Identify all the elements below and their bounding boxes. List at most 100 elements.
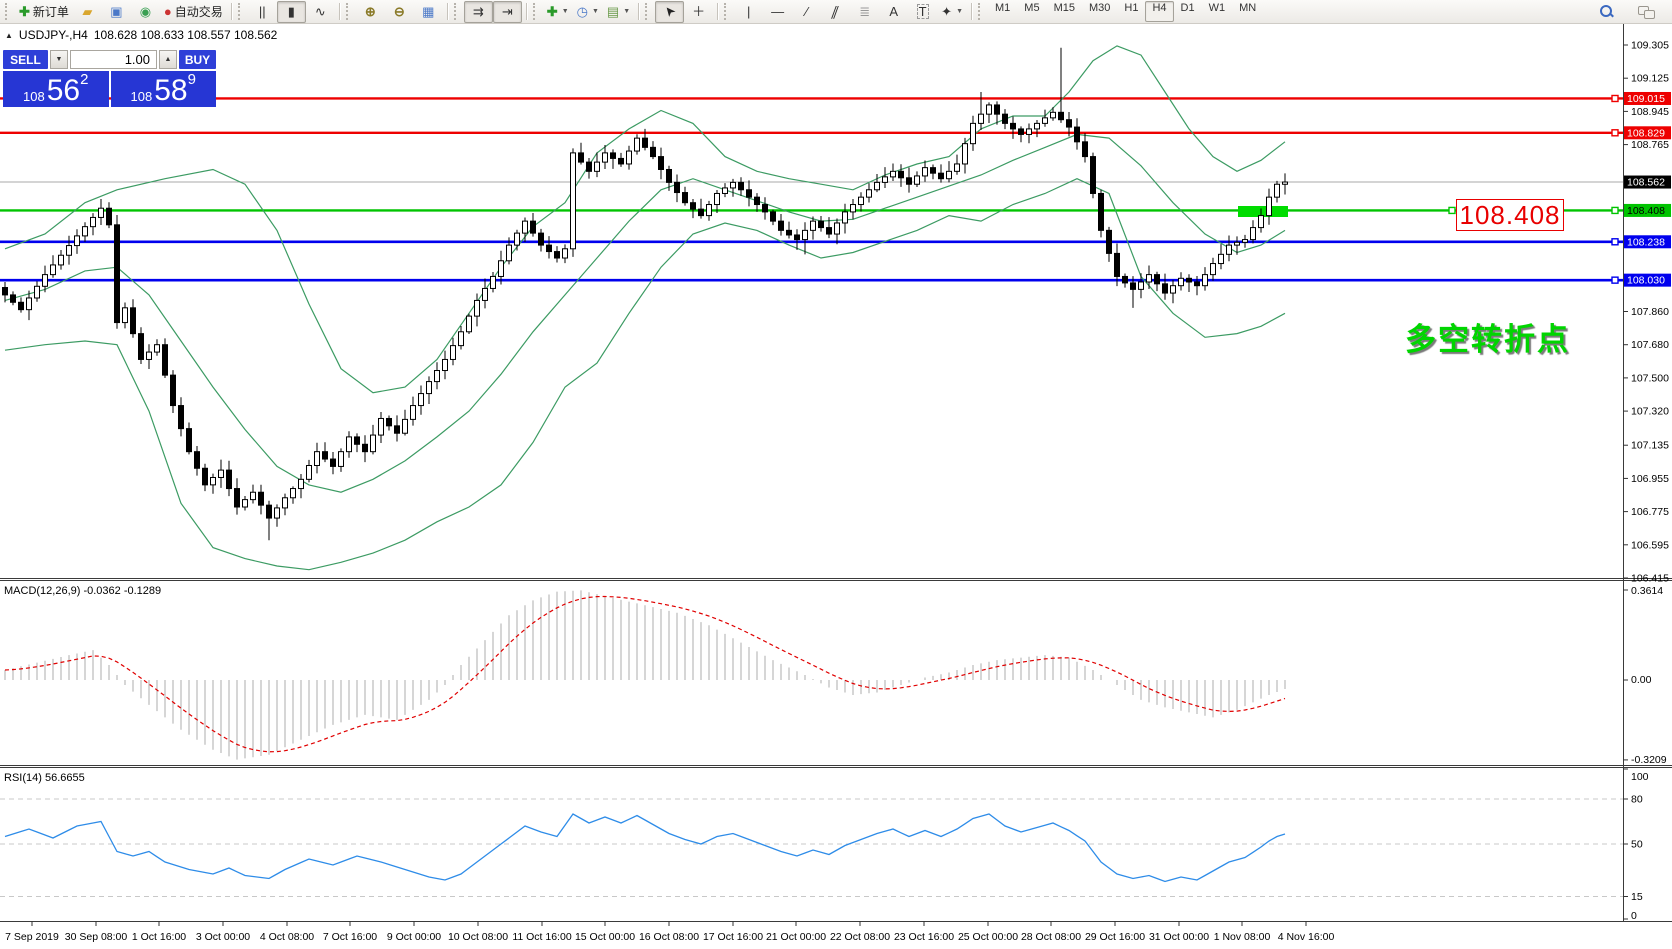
svg-text:0.00: 0.00 <box>1631 674 1652 686</box>
auto-scroll-button[interactable]: ⇉ <box>463 0 493 23</box>
svg-text:3 Oct 00:00: 3 Oct 00:00 <box>196 931 250 943</box>
buy-price[interactable]: 108 58 9 <box>110 71 216 107</box>
line-chart-mode-icon: ∿ <box>314 4 326 19</box>
chat-icon <box>1638 4 1655 19</box>
svg-text:109.305: 109.305 <box>1631 40 1669 52</box>
toolbar-grip <box>532 3 540 20</box>
text-button[interactable]: A <box>879 1 908 23</box>
level-lines-layer <box>0 94 1623 284</box>
svg-text:107.135: 107.135 <box>1631 440 1669 452</box>
timeframe-m5-button[interactable]: M5 <box>1024 2 1040 14</box>
trendline-icon: ∕ <box>805 4 808 19</box>
vertical-line-button[interactable]: | <box>734 1 763 23</box>
indicators-list-icon: ✚ <box>546 4 558 19</box>
svg-text:107.860: 107.860 <box>1631 306 1669 318</box>
svg-text:11 Oct 16:00: 11 Oct 16:00 <box>512 931 572 943</box>
trendline-button[interactable]: ∕ <box>792 1 821 23</box>
ohlc-values: 108.628 108.633 108.557 108.562 <box>93 28 278 42</box>
search-icon <box>1599 4 1614 19</box>
svg-text:9 Oct 00:00: 9 Oct 00:00 <box>387 931 441 943</box>
buy-button[interactable]: BUY <box>179 50 216 69</box>
periods-button[interactable]: ◷ ▼ <box>573 1 603 23</box>
signals-icon: ◉ <box>139 4 152 19</box>
line-chart-mode-button[interactable]: ∿ <box>306 1 335 23</box>
bar-chart-mode-button[interactable]: || <box>248 1 277 23</box>
price-scale[interactable]: 109.305 109.125 108.945 108.765 107.860 107.6… <box>1623 40 1671 585</box>
profile-button[interactable]: ▣ <box>102 1 131 23</box>
svg-text:-0.3209: -0.3209 <box>1631 754 1667 766</box>
indicators-list-dropdown-icon[interactable]: ▼ <box>561 8 569 15</box>
arrows-button[interactable]: ✦ ▼ <box>937 1 967 23</box>
templates-dropdown-icon[interactable]: ▼ <box>623 8 631 15</box>
time-scale[interactable]: 7 Sep 2019 30 Sep 08:00 1 Oct 16:00 3 Oct 0… <box>5 921 1334 943</box>
auto-trading-button[interactable]: ● 自动交易 <box>160 1 227 23</box>
chart-canvas[interactable]: 109.305 109.125 108.945 108.765 107.860 107.6… <box>0 24 1672 949</box>
zoom-out-icon: ⊖ <box>393 4 405 19</box>
tile-windows-button[interactable]: ▦ <box>414 1 443 23</box>
turning-point-text[interactable]: 多空转折点 <box>1405 322 1570 357</box>
auto-trading-icon: ● <box>163 4 172 19</box>
sell-button[interactable]: SELL <box>3 50 48 69</box>
new-order-button[interactable]: ✚ 新订单 <box>15 1 73 23</box>
arrows-dropdown-icon[interactable]: ▼ <box>956 8 963 15</box>
toolbar-separator <box>971 3 973 20</box>
periods-dropdown-icon[interactable]: ▼ <box>591 8 599 15</box>
chart-window-button[interactable]: ▰ <box>73 1 102 23</box>
text-label-button[interactable]: T <box>908 1 937 23</box>
timeframe-mn-button[interactable]: MN <box>1239 2 1257 14</box>
indicators-list-button[interactable]: ✚ ▼ <box>543 1 573 23</box>
crosshair-button[interactable]: ＋ <box>684 1 713 23</box>
toolbar-separator <box>717 3 720 20</box>
templates-button[interactable]: ▤ ▼ <box>603 1 634 23</box>
svg-text:108.030: 108.030 <box>1627 275 1665 287</box>
timeframe-h1-button[interactable]: H1 <box>1124 2 1139 14</box>
svg-text:7 Oct 16:00: 7 Oct 16:00 <box>323 931 377 943</box>
volume-decrease-button[interactable]: ▼ <box>50 50 68 69</box>
svg-text:28 Oct 08:00: 28 Oct 08:00 <box>1021 931 1081 943</box>
timeframe-m15-button[interactable]: M15 <box>1053 2 1075 14</box>
timeframe-d1-button[interactable]: D1 <box>1180 2 1195 14</box>
search-button[interactable] <box>1592 1 1621 23</box>
volume-increase-button[interactable]: ▲ <box>159 50 177 69</box>
toolbar-groups: ✚ 新订单 ▰ ▣ ◉ ● 自动交易 || ▮ ∿ ⊕ ⊖ ▦ ⇉ ⇥ ✚ ▼ ◷ ▼ ▤ ▼ ➤ ＋ | — ∕ ∥ ≣ A T ✦ ▼ <box>4 0 977 23</box>
toolbar-separator <box>230 3 233 20</box>
volume-input[interactable]: 1.00 <box>70 50 157 69</box>
svg-text:108.945: 108.945 <box>1631 106 1669 118</box>
signals-button[interactable]: ◉ <box>131 1 160 23</box>
cursor-button[interactable]: ➤ <box>655 0 685 23</box>
timeframe-m30-button[interactable]: M30 <box>1088 2 1111 14</box>
toolbar-grip <box>237 3 245 20</box>
cursor-icon: ➤ <box>660 2 679 21</box>
svg-text:106.415: 106.415 <box>1631 573 1669 585</box>
svg-text:107.320: 107.320 <box>1631 406 1669 418</box>
equidistant-channel-button[interactable]: ∥ <box>821 1 850 23</box>
svg-text:31 Oct 00:00: 31 Oct 00:00 <box>1149 931 1209 943</box>
horizontal-line-button[interactable]: — <box>763 1 792 23</box>
candlestick-mode-icon: ▮ <box>287 4 295 19</box>
svg-text:108.408: 108.408 <box>1627 205 1665 217</box>
chat-button[interactable] <box>1631 1 1660 23</box>
svg-text:106.595: 106.595 <box>1631 539 1669 551</box>
timeframe-h4-button[interactable]: H4 <box>1145 1 1174 22</box>
toolbar-right <box>1592 1 1668 23</box>
collapse-panel-arrow[interactable]: ▲ <box>5 30 13 40</box>
svg-text:15: 15 <box>1631 891 1643 903</box>
svg-text:107.680: 107.680 <box>1631 339 1669 351</box>
candlestick-mode-button[interactable]: ▮ <box>276 0 306 23</box>
sell-price[interactable]: 108 56 2 <box>3 71 109 107</box>
fibonacci-button[interactable]: ≣ <box>850 1 879 23</box>
timeframe-m1-button[interactable]: M1 <box>995 2 1011 14</box>
chart-window-icon: ▰ <box>82 4 93 19</box>
toolbar-separator <box>525 3 528 20</box>
timeframe-w1-button[interactable]: W1 <box>1208 2 1226 14</box>
periods-icon: ◷ <box>576 4 588 19</box>
toolbar-grip <box>5 3 12 20</box>
svg-text:MACD(12,26,9) -0.0362 -0.1289: MACD(12,26,9) -0.0362 -0.1289 <box>4 585 161 597</box>
zoom-out-button[interactable]: ⊖ <box>385 1 414 23</box>
svg-text:1 Oct 16:00: 1 Oct 16:00 <box>132 931 186 943</box>
svg-text:0.3614: 0.3614 <box>1631 585 1663 597</box>
price-callout-label[interactable]: 108.408 <box>1456 199 1564 231</box>
macd-pane: MACD(12,26,9) -0.0362 -0.1289 0.3614 0.00 -… <box>4 585 1667 766</box>
chart-shift-button[interactable]: ⇥ <box>492 0 522 23</box>
zoom-in-button[interactable]: ⊕ <box>356 1 385 23</box>
